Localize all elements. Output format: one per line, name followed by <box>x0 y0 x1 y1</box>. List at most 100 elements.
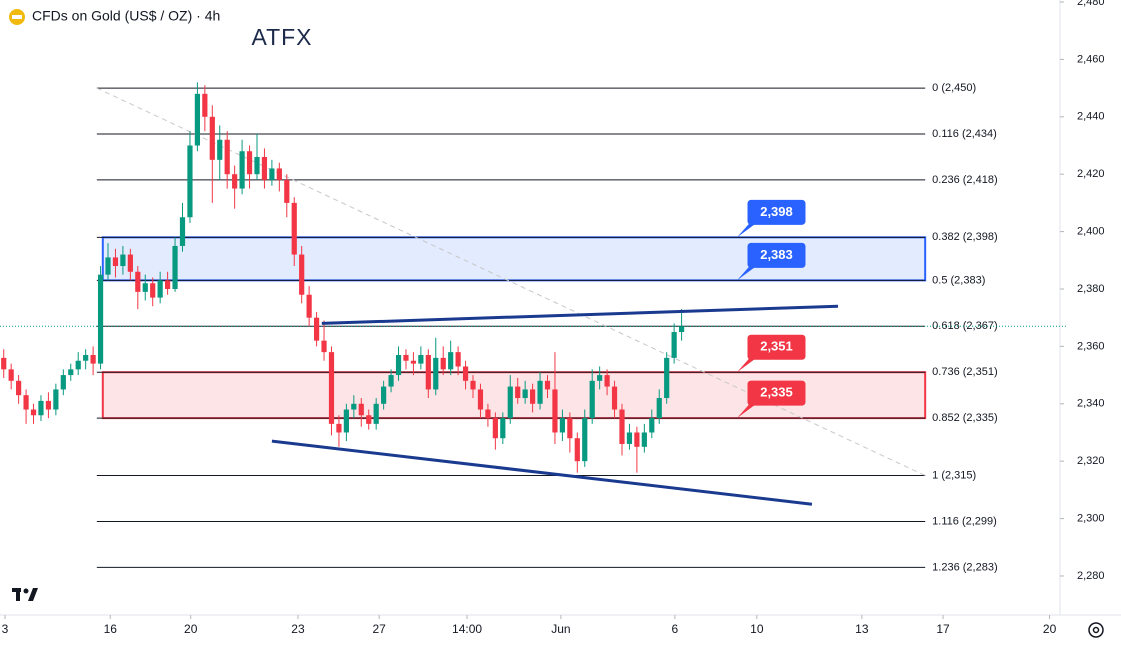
fib-label: 1.236 (2,283) <box>932 561 997 573</box>
candle-body <box>187 145 193 218</box>
candle-body <box>165 280 171 289</box>
candle-body <box>634 432 640 447</box>
candle-body <box>604 375 610 387</box>
candle-body <box>53 389 59 410</box>
candle-body <box>60 375 66 390</box>
candle-body <box>477 389 484 410</box>
candle-body <box>619 409 625 444</box>
candle-body <box>202 93 208 117</box>
candle-body <box>127 254 133 272</box>
candle-body <box>239 151 245 189</box>
candle-body <box>574 438 580 462</box>
x-tick-label: 13 <box>855 622 869 636</box>
callout <box>747 334 806 360</box>
candle-body <box>224 139 230 175</box>
candle-body <box>23 395 29 410</box>
candle-body <box>299 254 305 295</box>
fib-label: 0.618 (2,367) <box>932 320 997 332</box>
candle-body <box>291 202 297 255</box>
x-tick-label: Jun <box>551 622 570 636</box>
candle-body <box>678 326 685 333</box>
fib-label: 0.116 (2,434) <box>932 128 997 140</box>
fib-label: 0.5 (2,383) <box>932 274 985 286</box>
candle-body <box>246 151 253 175</box>
candle-body <box>462 366 469 381</box>
callout-label: 2,383 <box>760 247 793 262</box>
candle-body <box>418 354 424 364</box>
candle-body <box>150 283 156 298</box>
candle-body <box>8 369 14 381</box>
candle-body <box>537 380 543 404</box>
candle-body <box>232 174 238 189</box>
candle-body <box>306 294 312 318</box>
candle-body <box>515 386 521 399</box>
candle-body <box>559 418 566 433</box>
candle-body <box>83 354 89 361</box>
candle-body <box>656 398 662 419</box>
x-tick-label: 3 <box>2 622 9 636</box>
candle-body <box>45 400 52 410</box>
candle-body <box>366 415 372 424</box>
candle-body <box>38 400 44 416</box>
symbol-icon-bar <box>12 15 22 19</box>
candle-body <box>194 93 200 146</box>
candle-body <box>120 254 126 267</box>
candle-body <box>433 357 439 390</box>
candle-body <box>172 245 178 289</box>
settings-button[interactable] <box>1088 622 1104 638</box>
candle-body <box>589 380 595 419</box>
candle-body <box>254 156 260 175</box>
candle-body <box>597 375 603 381</box>
fib-label: 1.116 (2,299) <box>932 515 997 527</box>
brand: ATFX <box>251 24 312 50</box>
callout-label: 2,398 <box>760 204 793 219</box>
candle-body <box>313 317 320 341</box>
candle-body <box>30 409 37 416</box>
candle-body <box>626 432 633 444</box>
x-tick-label: 20 <box>184 622 198 636</box>
candle-body <box>425 354 431 390</box>
candle-body <box>671 332 677 358</box>
candle-body <box>358 403 364 416</box>
callout <box>747 242 806 268</box>
candle-body <box>410 360 417 364</box>
candle-body <box>217 139 223 160</box>
candle-body <box>321 340 327 353</box>
candle-body <box>351 403 357 410</box>
x-tick-label: 17 <box>936 622 950 636</box>
x-tick-label: 10 <box>750 622 764 636</box>
callout-label: 2,351 <box>760 339 793 354</box>
trendline <box>321 304 839 325</box>
fib-label: 0.236 (2,418) <box>932 174 997 186</box>
candle-body <box>664 357 670 399</box>
x-tick-label: 6 <box>672 622 679 636</box>
y-tick-label: 2,420 <box>1077 168 1105 180</box>
candle-body <box>157 280 163 298</box>
y-tick-label: 2,380 <box>1077 283 1105 295</box>
tv-logo <box>12 588 38 601</box>
candle-body <box>388 375 394 387</box>
y-tick-label: 2,440 <box>1077 111 1105 123</box>
candle-body <box>530 389 536 404</box>
y-tick-label: 2,320 <box>1077 455 1105 467</box>
x-tick-label: 20 <box>1043 622 1057 636</box>
x-tick-label: 14:00 <box>452 622 482 636</box>
candle-body <box>448 352 454 370</box>
candle-body <box>135 271 141 292</box>
candle-body <box>1 357 7 370</box>
candle-body <box>68 369 74 376</box>
candle-body <box>105 257 111 275</box>
fib-label: 0.852 (2,335) <box>932 412 997 424</box>
header-bg <box>0 4 245 30</box>
candle-body <box>492 418 498 439</box>
candle-body <box>75 360 81 370</box>
candle-body <box>328 352 335 424</box>
candle-body <box>440 357 446 370</box>
y-tick-label: 2,280 <box>1077 570 1105 582</box>
candle-body <box>544 380 551 390</box>
callout <box>747 380 806 406</box>
candle-body <box>179 217 186 246</box>
candle-body <box>343 409 349 433</box>
y-tick-label: 2,400 <box>1077 225 1105 237</box>
